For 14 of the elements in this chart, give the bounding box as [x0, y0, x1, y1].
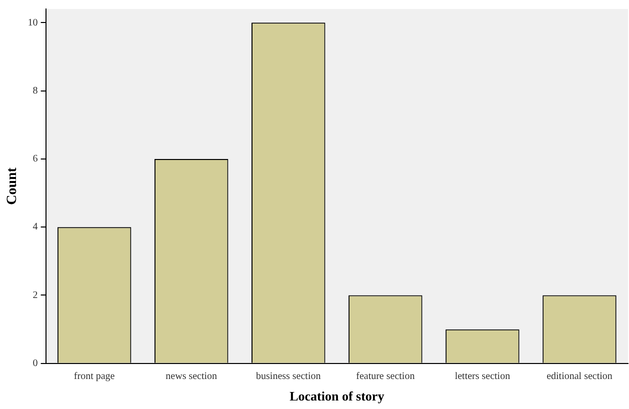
- y-axis-title: Count: [5, 167, 20, 205]
- x-tick-label: feature section: [356, 371, 415, 382]
- y-tick-label: 0: [32, 358, 38, 370]
- y-tick-label: 6: [32, 154, 38, 165]
- x-tick-label: front page: [74, 371, 116, 382]
- x-tick-label: news section: [166, 371, 218, 382]
- y-tick-label: 8: [32, 85, 38, 96]
- y-tick-label: 10: [28, 17, 38, 28]
- x-tick-label: editional section: [546, 371, 612, 382]
- x-tick-label: letters section: [454, 371, 510, 382]
- x-tick-label: business section: [256, 371, 321, 382]
- x-axis-title: Location of story: [290, 388, 385, 404]
- y-tick-label: 4: [32, 222, 38, 233]
- y-tick-label: 2: [32, 290, 38, 301]
